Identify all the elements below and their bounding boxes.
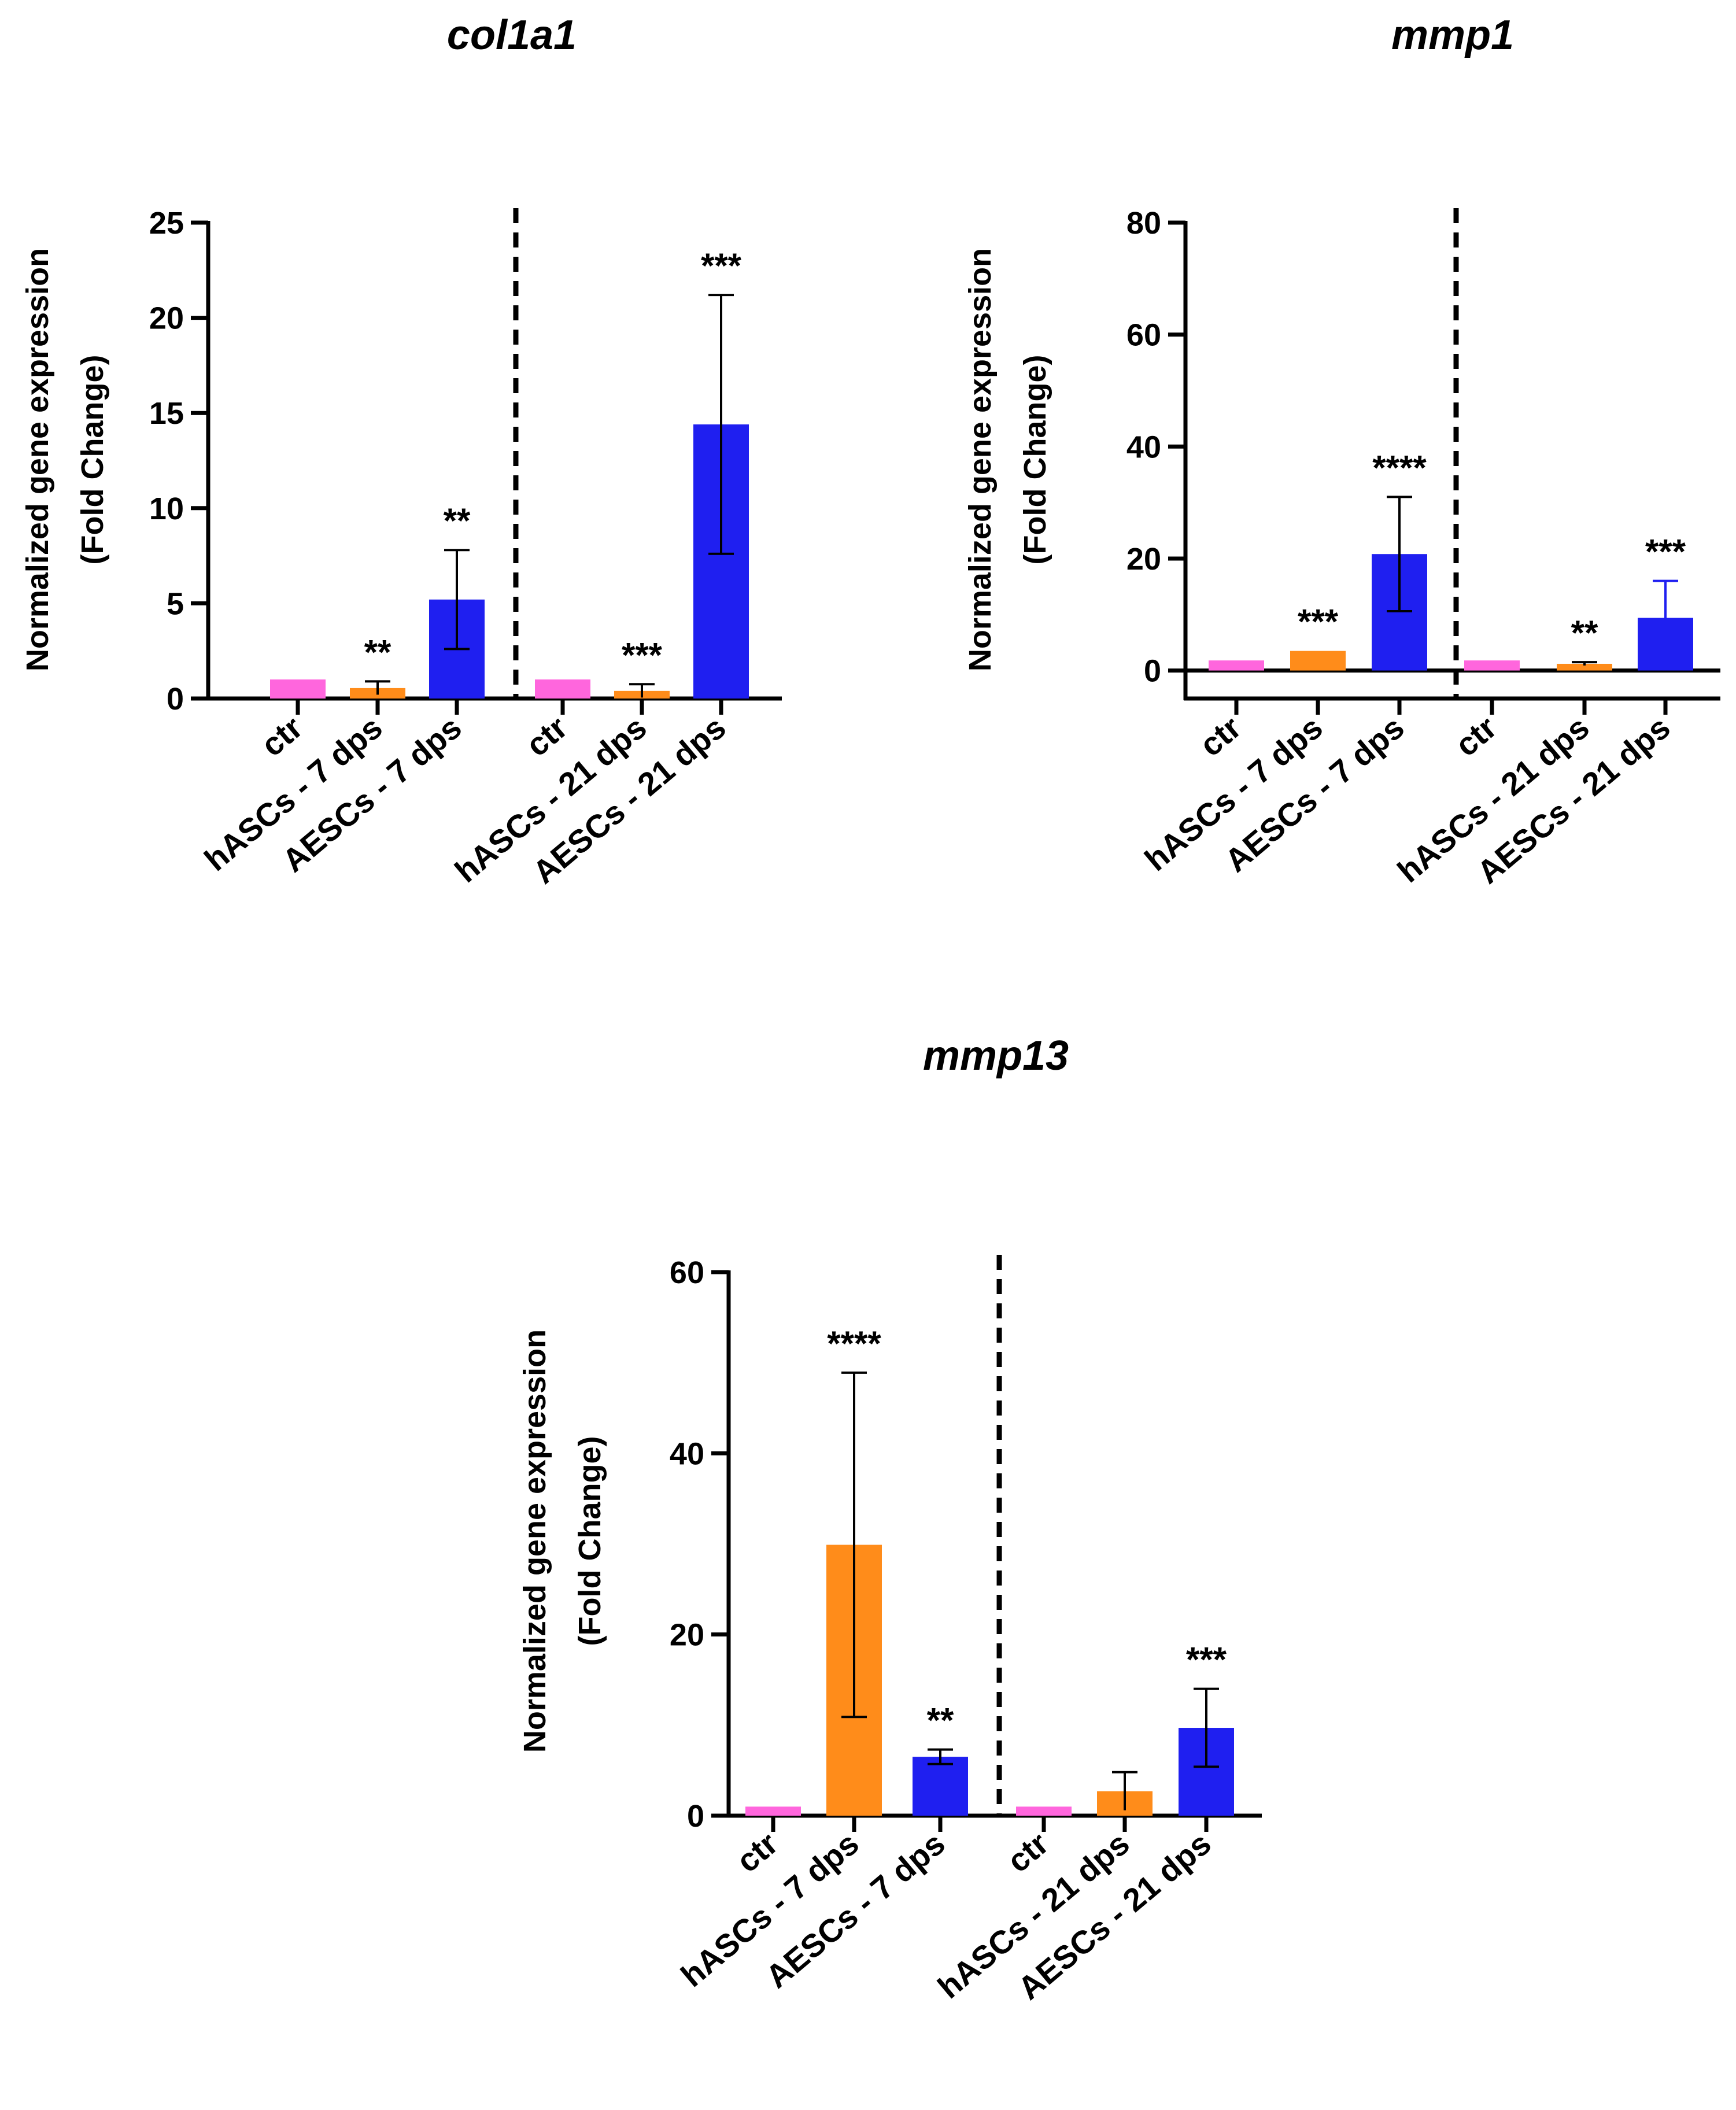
y-tick-label: 60	[1126, 318, 1161, 353]
error-bar	[1387, 496, 1412, 612]
bar	[1290, 651, 1346, 671]
y-tick-label: 20	[1126, 542, 1161, 577]
significance-label: ****	[827, 1324, 881, 1363]
chart-mmp13: mmp13 Normalized gene expression (Fold Cha…	[518, 1033, 1262, 2006]
bar	[1557, 663, 1612, 671]
error-bar	[629, 683, 655, 698]
y-axis-label-units: (Fold Change)	[1018, 355, 1052, 565]
y-tick-label: 20	[670, 1618, 704, 1653]
y-tick-label: 0	[687, 1799, 704, 1834]
bar	[913, 1757, 968, 1816]
bar	[1464, 660, 1520, 671]
error-bar	[1653, 579, 1678, 656]
significance-label: **	[1571, 614, 1598, 652]
y-tick-label: 0	[167, 682, 184, 716]
category-label: ctr	[729, 1825, 784, 1879]
error-bar	[1572, 661, 1597, 666]
chart-col1a1: col1a1 Normalized gene expression (Fold Ch…	[20, 12, 782, 890]
category-label: ctr	[519, 709, 574, 763]
y-axis-label: Normalized gene expression	[963, 248, 998, 671]
bar	[535, 679, 590, 699]
significance-label: ***	[1645, 533, 1686, 571]
y-tick-label: 20	[149, 301, 184, 336]
y-tick-label: 25	[149, 206, 184, 241]
category-label: ctr	[254, 709, 309, 763]
y-tick-label: 15	[149, 396, 184, 431]
y-axis-label: Normalized gene expression	[20, 248, 55, 671]
significance-label: ***	[622, 635, 663, 674]
error-bar	[841, 1371, 867, 1719]
y-tick-label: 80	[1126, 206, 1161, 241]
category-label: ctr	[1192, 709, 1247, 763]
chart-title: col1a1	[447, 12, 577, 58]
chart-title: mmp1	[1391, 12, 1514, 58]
chart-mmp1: mmp1 Normalized gene expression (Fold Chan…	[963, 12, 1720, 890]
y-tick-label: 40	[670, 1436, 704, 1471]
chart-title: mmp13	[923, 1033, 1069, 1079]
bar	[270, 679, 326, 699]
significance-label: ****	[1372, 448, 1427, 487]
y-tick-label: 0	[1144, 654, 1161, 689]
y-tick-label: 5	[167, 586, 184, 621]
error-bar	[708, 294, 734, 555]
significance-label: **	[364, 633, 391, 671]
error-bar	[1194, 1687, 1219, 1768]
error-bar	[444, 549, 470, 651]
bar	[745, 1806, 801, 1816]
y-tick-label: 60	[670, 1255, 704, 1290]
significance-label: **	[444, 501, 471, 540]
error-bar	[928, 1748, 953, 1765]
error-bar	[365, 680, 390, 695]
y-axis-label-units: (Fold Change)	[75, 355, 110, 565]
significance-label: ***	[1298, 603, 1339, 641]
bar	[1016, 1806, 1072, 1816]
y-tick-label: 40	[1126, 430, 1161, 464]
category-label: ctr	[1448, 709, 1503, 763]
y-tick-label: 10	[149, 492, 184, 526]
bar	[1209, 660, 1264, 671]
error-bar	[1112, 1771, 1137, 1810]
y-axis-label-units: (Fold Change)	[572, 1436, 607, 1646]
significance-label: ***	[1186, 1640, 1227, 1679]
category-label: ctr	[1000, 1825, 1055, 1879]
y-axis-label: Normalized gene expression	[518, 1329, 552, 1753]
significance-label: **	[927, 1701, 954, 1740]
significance-label: ***	[701, 246, 742, 285]
